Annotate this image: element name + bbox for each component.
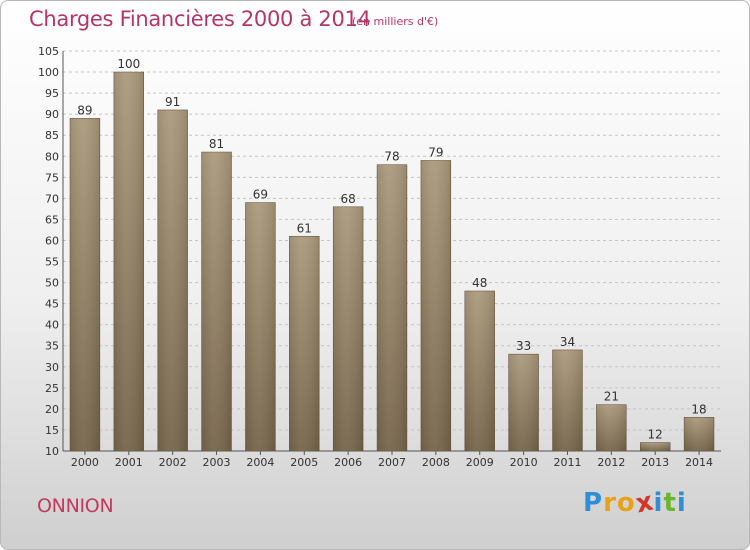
y-tick-label: 95 — [45, 87, 59, 100]
value-label: 33 — [516, 339, 531, 353]
x-tick-label: 2002 — [159, 456, 187, 469]
y-tick-label: 105 — [38, 45, 59, 58]
value-label: 78 — [384, 150, 399, 164]
x-tick-label: 2001 — [115, 456, 143, 469]
value-label: 18 — [691, 402, 706, 416]
value-label: 81 — [209, 137, 224, 151]
x-tick-label: 2009 — [466, 456, 494, 469]
y-tick-label: 35 — [45, 340, 59, 353]
value-label: 100 — [117, 57, 140, 71]
logo-letter: t — [663, 488, 677, 518]
y-tick-label: 85 — [45, 129, 59, 142]
y-tick-label: 25 — [45, 382, 59, 395]
value-label: 68 — [340, 192, 355, 206]
x-tick-label: 2012 — [597, 456, 625, 469]
x-tick-label: 2014 — [685, 456, 713, 469]
x-tick-label: 2007 — [378, 456, 406, 469]
y-tick-label: 50 — [45, 277, 59, 290]
bar-shade — [464, 291, 495, 451]
commune-name: ONNION — [37, 495, 114, 517]
y-tick-label: 45 — [45, 298, 59, 311]
bar-shade — [333, 206, 364, 451]
chart-subtitle: (en milliers d'€) — [352, 15, 439, 28]
y-tick-label: 10 — [45, 445, 59, 458]
bar-shade — [552, 349, 583, 451]
value-label: 79 — [428, 145, 443, 159]
x-tick-label: 2013 — [641, 456, 669, 469]
proxiti-logo: Proxiti — [583, 486, 687, 519]
bar-shade — [596, 404, 627, 451]
y-tick-label: 60 — [45, 234, 59, 247]
y-tick-label: 70 — [45, 192, 59, 205]
bar-shade — [245, 202, 276, 451]
y-tick-label: 55 — [45, 256, 59, 269]
chart-title: Charges Financières 2000 à 2014 — [29, 7, 371, 31]
bar-shade — [377, 164, 407, 451]
bar-shade — [640, 442, 671, 451]
bar-shade — [157, 109, 188, 452]
bar-shade — [70, 118, 100, 452]
value-label: 48 — [472, 276, 487, 290]
y-tick-label: 15 — [45, 424, 59, 437]
y-tick-label: 30 — [45, 361, 59, 374]
logo-letter: P — [583, 488, 604, 518]
x-tick-label: 2004 — [246, 456, 274, 469]
x-tick-label: 2000 — [71, 456, 99, 469]
x-tick-label: 2008 — [422, 456, 450, 469]
value-label: 89 — [77, 103, 92, 117]
value-label: 34 — [560, 335, 575, 349]
y-tick-label: 65 — [45, 213, 59, 226]
logo-letter: r — [603, 488, 617, 518]
bar-shade — [684, 417, 714, 451]
bar-shade — [113, 72, 144, 451]
logo-letter: i — [676, 488, 687, 518]
x-tick-label: 2003 — [203, 456, 231, 469]
y-tick-label: 90 — [45, 108, 59, 121]
bar-shade — [508, 354, 539, 451]
y-tick-label: 100 — [38, 66, 59, 79]
x-tick-label: 2010 — [510, 456, 538, 469]
x-tick-label: 2005 — [290, 456, 318, 469]
value-label: 21 — [604, 390, 619, 404]
x-tick-label: 2011 — [553, 456, 581, 469]
y-tick-label: 75 — [45, 171, 59, 184]
bar-shade — [201, 152, 232, 452]
y-tick-label: 40 — [45, 319, 59, 332]
bar-shade — [289, 236, 320, 451]
logo-letter: i — [653, 488, 664, 518]
x-tick-label: 2006 — [334, 456, 362, 469]
bar-shade — [420, 160, 451, 451]
value-label: 12 — [648, 428, 663, 442]
value-label: 61 — [297, 221, 312, 235]
logo-letter: o — [616, 488, 636, 518]
y-tick-label: 80 — [45, 150, 59, 163]
y-tick-label: 20 — [45, 403, 59, 416]
value-label: 69 — [253, 188, 268, 202]
value-label: 91 — [165, 95, 180, 109]
